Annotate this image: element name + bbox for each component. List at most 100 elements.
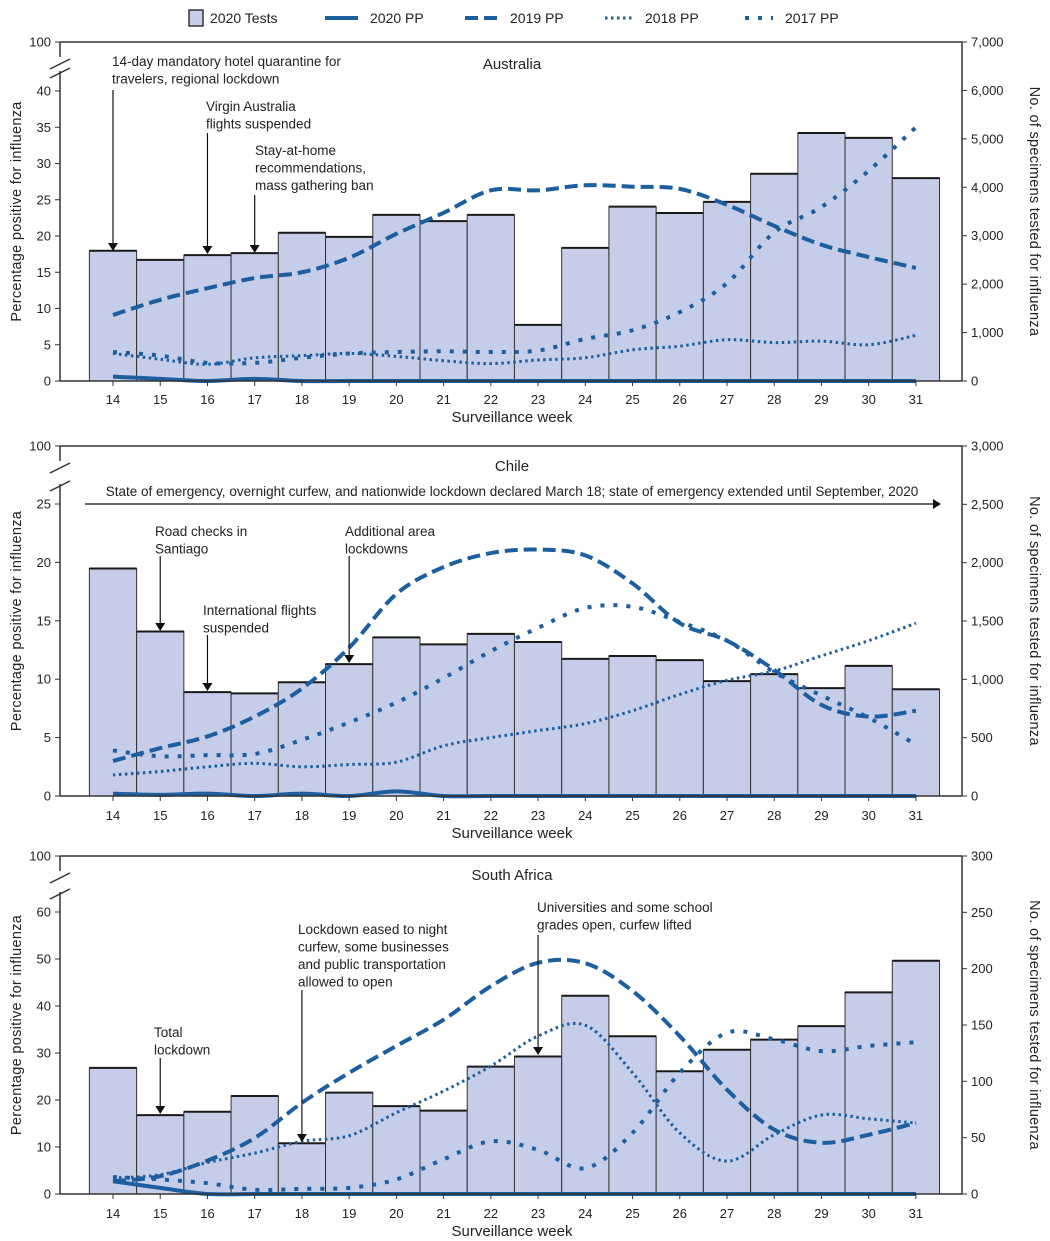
x-tick-label: 25 [625,392,639,407]
right-tick-label: 300 [971,849,993,864]
right-tick-label: 2,000 [971,277,1004,292]
panel-chile: 0 5 10 15 20 25 100 0 500 1,000 1,500 2,000 2,500 3,0… [9,439,1042,843]
x-tick-label: 28 [767,808,781,823]
x-tick-label: 30 [861,1206,875,1221]
bar-tests-week-17 [230,692,279,797]
x-tick-label: 18 [295,1206,309,1221]
x-tick-label: 25 [625,808,639,823]
left-tick-label: 35 [37,120,51,135]
legend-label: 2020 Tests [210,10,277,26]
x-tick-label: 27 [720,1206,734,1221]
annotation: Stay-at-home recommendations, mass gatheri… [249,143,374,253]
left-tick-label: 30 [37,1046,51,1061]
legend-item: 2018 PP [605,10,699,26]
x-tick-label: 19 [342,392,356,407]
x-tick-label: 20 [389,1206,403,1221]
bar-tests-week-28 [750,173,799,382]
y-axis-label-right: No. of specimens tested for influenza [1026,900,1042,1150]
x-tick-label: 22 [484,392,498,407]
bar-tests-week-24 [561,995,610,1195]
panel-australia: 0 5 10 15 20 25 30 35 40 100 0 1,000 2,000 3,000 4,000… [9,35,1042,427]
x-tick-label: 28 [767,392,781,407]
x-tick-label: 15 [153,1206,167,1221]
bar-tests-week-15 [136,1114,185,1195]
annotation-text: suspended [203,621,269,636]
right-tick-label: 3,000 [971,439,1004,454]
annotation-text: Lockdown eased to night [298,922,448,937]
x-tick-label: 22 [484,808,498,823]
annotation-text: recommendations, [255,161,366,176]
left-tick-label: 20 [37,555,51,570]
x-tick-label: 26 [673,392,687,407]
x-tick-label: 30 [861,808,875,823]
x-tick-label: 26 [673,808,687,823]
right-tick-label: 5,000 [971,131,1004,146]
x-tick-label: 21 [436,1206,450,1221]
right-tick-label: 6,000 [971,83,1004,98]
x-tick-label: 19 [342,1206,356,1221]
left-tick-label: 20 [37,229,51,244]
annotation: 14-day mandatory hotel quarantine for tra… [108,54,341,251]
bar-tests-week-22 [466,214,515,382]
left-tick-label: 100 [29,35,51,50]
bar-tests-week-18 [277,1142,327,1195]
right-tick-label: 2,000 [971,555,1004,570]
annotation-text: Road checks in [155,524,247,539]
x-tick-label: 17 [247,808,261,823]
legend-item: 2020 PP [325,10,424,26]
annotation-text: and public transportation [298,957,446,972]
x-tick-label: 31 [909,1206,923,1221]
annotation-text: International flights [203,603,317,618]
left-tick-label: 25 [37,192,51,207]
x-tick-label: 20 [389,808,403,823]
left-tick-label: 100 [29,849,51,864]
annotation-text: Additional area [345,524,436,539]
axis-break-mark [49,888,71,900]
x-tick-label: 16 [200,392,214,407]
x-tick-label: 26 [673,1206,687,1221]
annotation: Universities and some school grades open,… [533,900,713,1055]
annotation: International flights suspended [202,603,317,691]
x-tick-label: 14 [106,392,120,407]
bar-tests-week-30 [844,665,893,797]
bar-tests-week-24 [561,247,610,382]
x-tick-label: 23 [531,392,545,407]
left-tick-label: 50 [37,952,51,967]
bar-tests-week-15 [136,259,185,382]
annotation: Total lockdown [154,1025,210,1114]
annotation-text: 14-day mandatory hotel quarantine for [112,54,341,69]
x-tick-label: 19 [342,808,356,823]
bar-tests-week-16 [183,691,232,797]
series-2018-pp [112,621,917,777]
x-tick-label: 17 [247,392,261,407]
left-tick-label: 40 [37,999,51,1014]
annotation-text: lockdowns [345,542,408,557]
x-axis-label: Surveillance week [452,1223,573,1240]
left-tick-label: 25 [37,497,51,512]
bar-tests-week-14 [88,250,138,382]
bar-tests-week-30 [844,991,893,1195]
left-tick-label: 5 [44,730,51,745]
series-2019-pp [112,957,917,1184]
annotation-text: flights suspended [206,117,311,132]
legend-item: 2019 PP [465,10,564,26]
bar-tests-week-19 [325,1092,374,1195]
annotation: Virgin Australia flights suspended [202,99,311,254]
bar-tests-week-21 [419,220,468,382]
x-tick-label: 29 [814,808,828,823]
annotation-text: allowed to open [298,975,393,990]
y-axis-label-right: No. of specimens tested for influenza [1026,87,1042,337]
x-tick-label: 29 [814,392,828,407]
right-tick-label: 500 [971,730,993,745]
bar-tests-week-31 [891,688,941,797]
bar-tests-week-15 [136,631,185,797]
x-tick-label: 28 [767,1206,781,1221]
x-tick-label: 22 [484,1206,498,1221]
bar-tests-week-26 [655,212,704,382]
annotation: Additional area lockdowns [344,524,436,663]
axis-break-mark [49,480,71,492]
bar-tests-week-25 [608,206,657,382]
x-tick-label: 24 [578,392,592,407]
bar-tests-week-27 [702,1049,752,1195]
